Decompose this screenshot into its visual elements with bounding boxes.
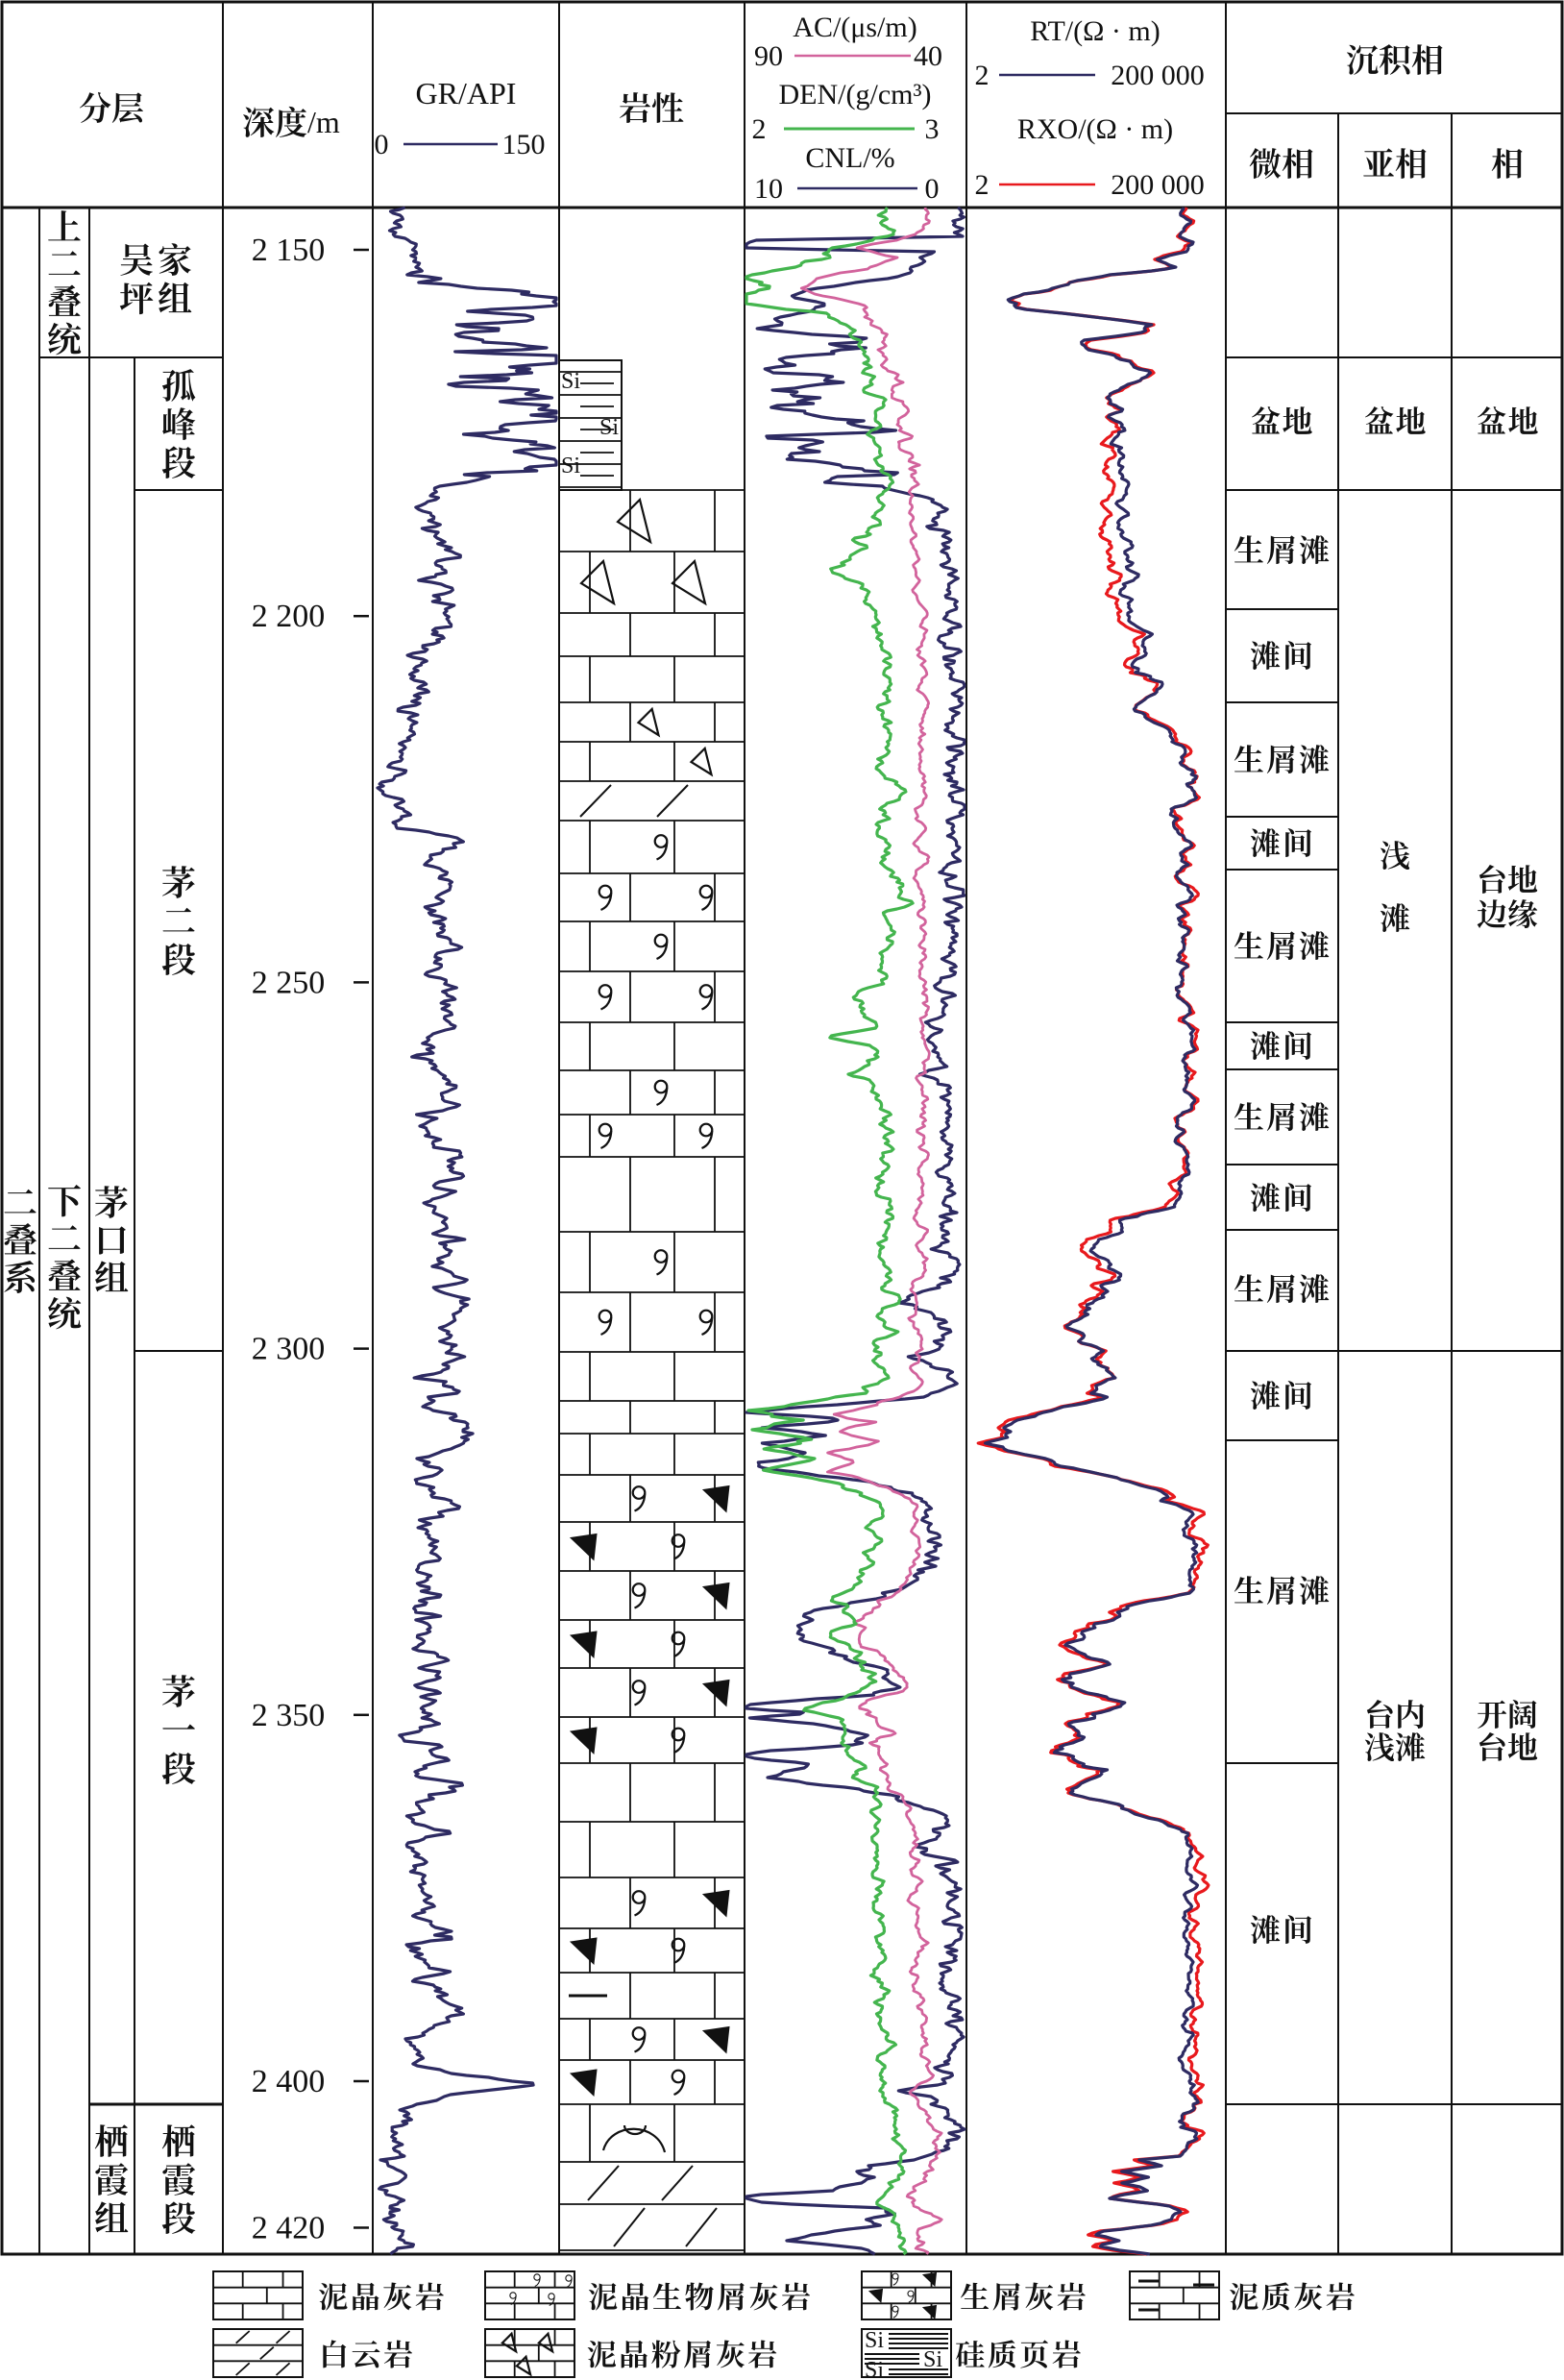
svg-text:40: 40 — [914, 40, 942, 72]
svg-text:Si: Si — [599, 415, 619, 440]
svg-text:DEN/(g/cm³): DEN/(g/cm³) — [779, 79, 932, 110]
svg-text:3: 3 — [925, 113, 940, 145]
svg-text:RXO/(Ω · m): RXO/(Ω · m) — [1017, 113, 1173, 145]
svg-text:90: 90 — [754, 40, 783, 72]
svg-text:200 000: 200 000 — [1111, 169, 1205, 201]
svg-text:2: 2 — [975, 60, 990, 91]
svg-text:150: 150 — [502, 129, 546, 160]
svg-text:Si: Si — [561, 369, 580, 394]
svg-text:200 000: 200 000 — [1111, 60, 1205, 91]
svg-text:0: 0 — [375, 129, 389, 160]
svg-text:2 300: 2 300 — [252, 1332, 326, 1367]
svg-text:Si: Si — [865, 2358, 884, 2380]
svg-text:2 250: 2 250 — [252, 965, 326, 1000]
svg-text:2: 2 — [975, 169, 990, 201]
svg-text:2 150: 2 150 — [252, 233, 326, 268]
svg-text:Si: Si — [923, 2347, 942, 2372]
svg-text:10: 10 — [754, 173, 783, 205]
svg-text:2 350: 2 350 — [252, 1698, 326, 1733]
svg-text:/m: /m — [307, 105, 340, 139]
svg-text:2 200: 2 200 — [252, 599, 326, 634]
svg-text:2 420: 2 420 — [252, 2210, 326, 2245]
svg-text:2: 2 — [752, 113, 767, 145]
svg-text:AC/(μs/m): AC/(μs/m) — [793, 12, 916, 43]
svg-text:0: 0 — [925, 173, 940, 205]
svg-text:RT/(Ω · m): RT/(Ω · m) — [1030, 15, 1160, 47]
svg-text:CNL/%: CNL/% — [805, 142, 894, 174]
svg-text:2 400: 2 400 — [252, 2064, 326, 2099]
svg-text:GR/API: GR/API — [416, 76, 517, 110]
svg-text:Si: Si — [865, 2328, 884, 2353]
svg-text:Si: Si — [561, 454, 580, 478]
